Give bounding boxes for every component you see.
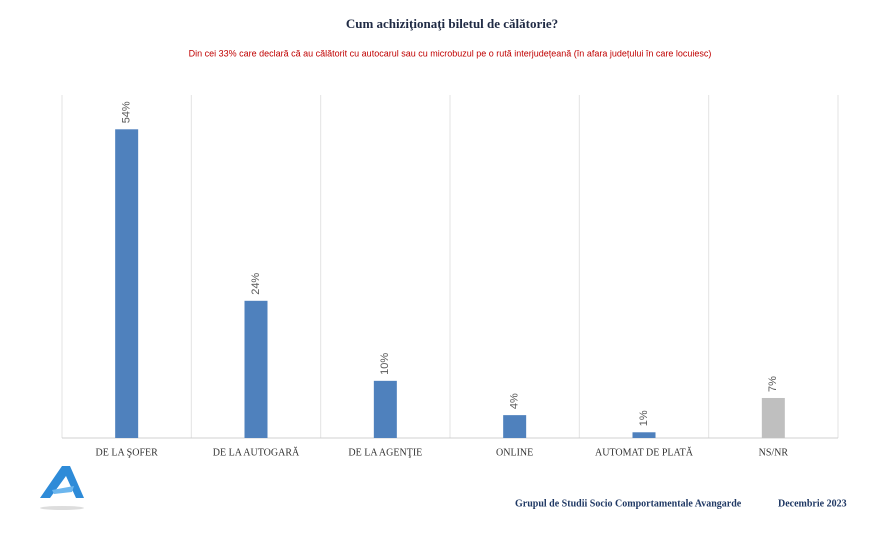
bar [761,397,785,438]
chart-subtitle: Din cei 33% care declară că au călătorit… [189,48,712,58]
x-tick-label: ONLINE [496,447,533,458]
logo [40,466,84,510]
data-label: 4% [509,393,521,409]
bar [632,432,656,438]
x-tick-label: DE LA AUTOGARĂ [213,446,300,458]
data-label: 24% [250,273,262,295]
footer-text: Grupul de Studii Socio Comportamentale A… [515,498,742,509]
x-tick-label: DE LA ŞOFER [96,447,159,458]
data-label: 10% [379,353,391,375]
chart-title: Cum achiziţionaţi biletul de călătorie? [346,16,558,31]
bar [373,380,397,438]
data-label: 1% [638,410,650,426]
x-tick-label: AUTOMAT DE PLATĂ [595,446,694,458]
x-tick-label: DE LA AGENŢIE [348,447,422,458]
footer-date: Decembrie 2023 [778,498,847,509]
data-label: 7% [767,376,779,392]
data-label: 54% [121,101,133,123]
bar [115,129,139,439]
bar [244,300,268,438]
bar [503,415,527,438]
x-tick-label: NS/NR [759,447,789,458]
